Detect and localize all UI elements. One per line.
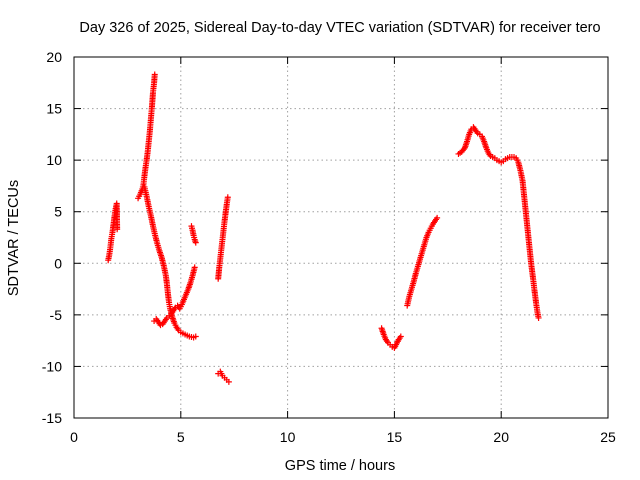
y-tick-label: 0 xyxy=(54,255,62,271)
y-tick-label: 20 xyxy=(46,49,62,65)
data-point xyxy=(192,333,199,340)
data-points xyxy=(105,71,542,385)
data-point xyxy=(191,264,198,271)
y-tick-label: -5 xyxy=(50,307,63,323)
data-series xyxy=(455,124,542,321)
data-point xyxy=(397,333,404,340)
axis-ticks xyxy=(73,56,609,419)
data-series xyxy=(135,71,158,202)
y-tick-label: -10 xyxy=(42,358,62,374)
x-tick-label: 0 xyxy=(70,429,78,445)
y-axis-label: SDTVAR / TECUs xyxy=(6,180,22,296)
data-series xyxy=(215,194,231,282)
data-point xyxy=(434,214,441,221)
y-tick-label: 15 xyxy=(46,101,62,117)
data-series xyxy=(141,183,199,341)
data-point xyxy=(151,71,158,78)
data-point xyxy=(192,239,199,246)
y-tick-labels: -15 -10 -5 0 5 10 15 20 xyxy=(42,49,62,426)
data-series xyxy=(151,264,198,329)
data-point xyxy=(224,194,231,201)
data-point xyxy=(225,378,232,385)
x-tick-labels: 0 5 10 15 20 25 xyxy=(70,429,616,445)
data-series xyxy=(378,325,404,351)
data-series xyxy=(404,214,441,309)
data-series xyxy=(215,368,232,385)
data-point xyxy=(114,226,121,233)
x-axis-label: GPS time / hours xyxy=(285,458,395,474)
data-series xyxy=(105,200,121,264)
x-tick-label: 10 xyxy=(280,429,296,445)
x-tick-label: 25 xyxy=(600,429,616,445)
y-tick-label: 5 xyxy=(54,204,62,220)
grid-lines xyxy=(74,57,608,418)
plot-frame xyxy=(73,56,609,419)
chart-title: Day 326 of 2025, Sidereal Day-to-day VTE… xyxy=(79,20,600,36)
y-tick-label: 10 xyxy=(46,152,62,168)
data-series xyxy=(188,223,199,246)
data-point xyxy=(535,314,542,321)
x-tick-label: 5 xyxy=(177,429,185,445)
x-tick-label: 15 xyxy=(387,429,403,445)
y-tick-label: -15 xyxy=(42,410,62,426)
x-tick-label: 20 xyxy=(493,429,509,445)
